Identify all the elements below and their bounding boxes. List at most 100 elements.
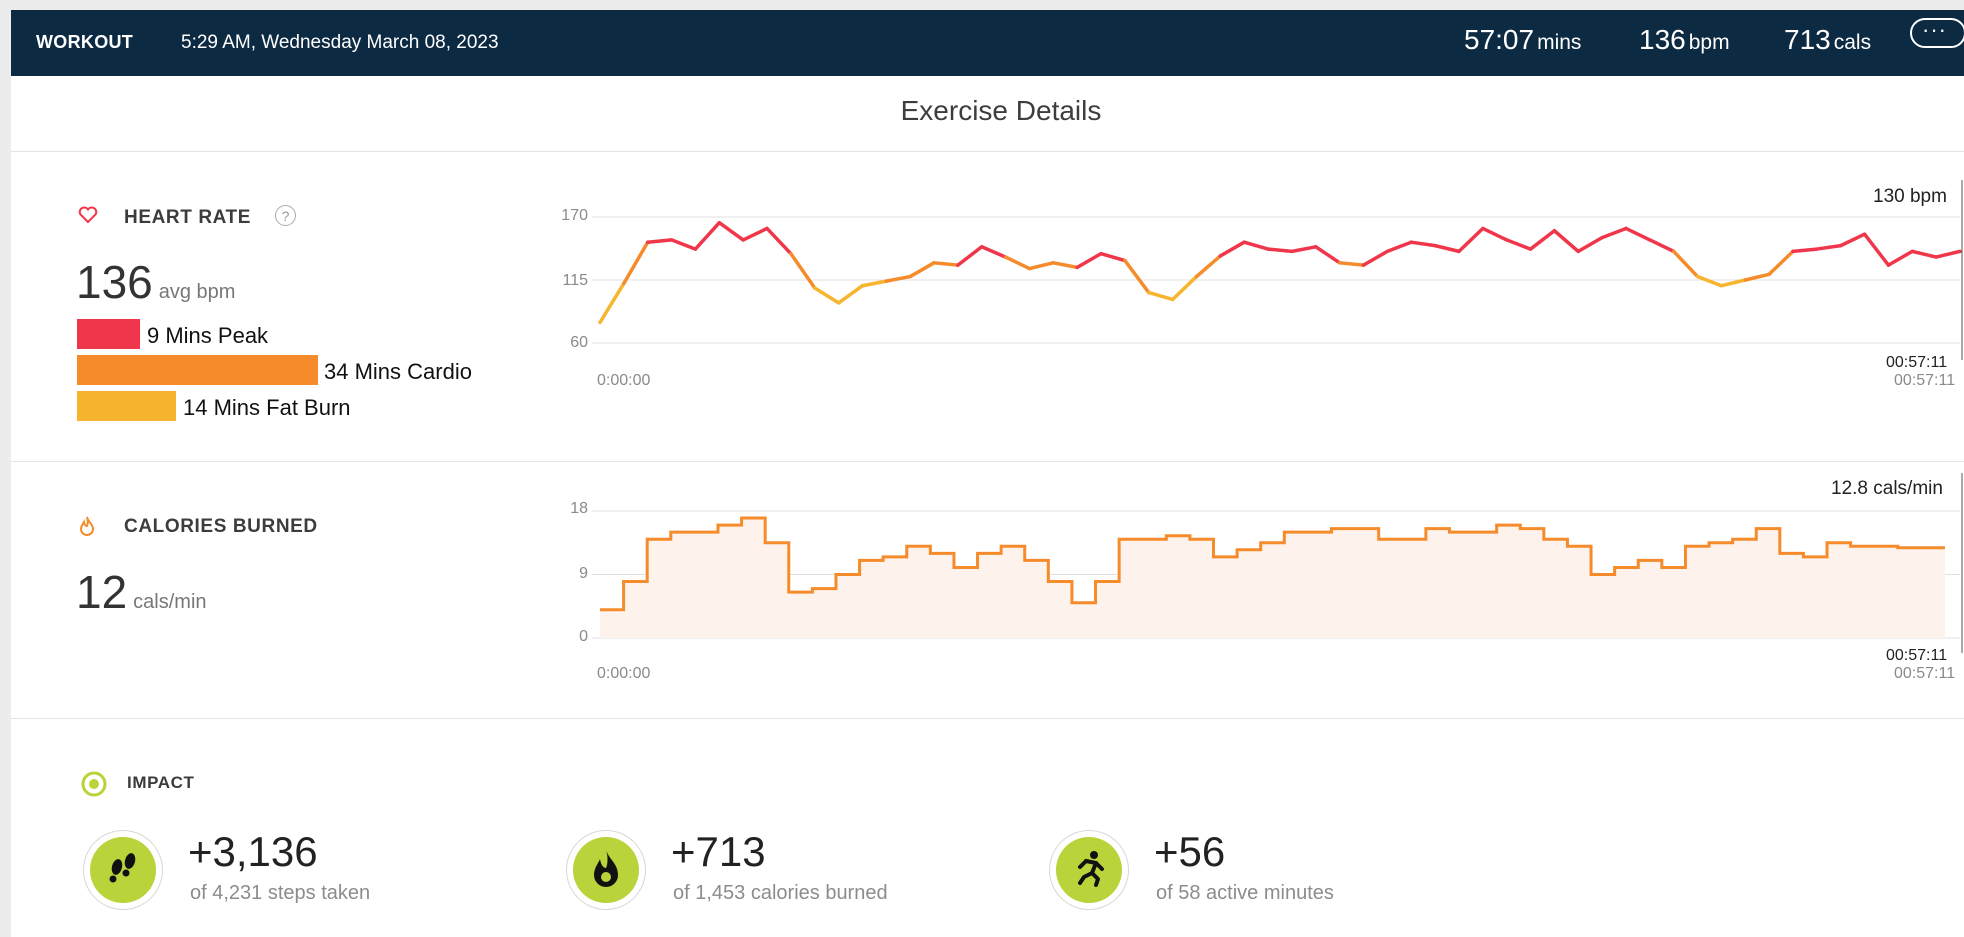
calories-value: 713 <box>1784 24 1831 55</box>
flame-icon <box>594 849 618 887</box>
calories-current-label: 12.8 cals/min <box>1831 478 1943 499</box>
heart-icon <box>78 206 98 224</box>
hr-line-segment <box>836 283 865 305</box>
hr-line-segment <box>741 226 769 242</box>
hr-line-segment <box>1266 247 1294 254</box>
hr-line-segment <box>1051 261 1079 270</box>
hr-line-segment <box>1027 261 1056 271</box>
hr-line-segment <box>1457 226 1485 254</box>
hr-line-segment <box>1433 243 1461 254</box>
cal-end-time: 00:57:11 <box>1886 647 1948 664</box>
runner-icon <box>1078 851 1104 887</box>
steps-value: +3,136 <box>188 828 318 875</box>
hr-line-segment <box>1361 249 1390 267</box>
hr-line-segment <box>1409 240 1437 248</box>
fat-burn-zone-bar <box>77 391 176 421</box>
steps-badge <box>83 830 163 910</box>
calories-unit: cals <box>1833 31 1872 54</box>
hr-line-segment <box>908 261 936 279</box>
hr-tick-170: 170 <box>561 207 588 224</box>
cal-tick-9: 9 <box>579 565 588 582</box>
hr-line-segment <box>1385 240 1413 254</box>
heart-value: 136 <box>1639 24 1686 55</box>
calories-avg-unit: cals/min <box>133 591 207 613</box>
peak-zone-label: 9 Mins Peak <box>147 323 269 348</box>
hr-line-segment <box>1576 235 1604 254</box>
hr-line-segment <box>1934 249 1962 259</box>
target-icon <box>81 771 107 797</box>
hr-line-segment <box>1314 245 1342 265</box>
hr-line-segment <box>1481 226 1509 242</box>
more-options-button[interactable]: ··· <box>1910 18 1964 48</box>
cardio-zone-label: 34 Mins Cardio <box>324 359 472 384</box>
hr-line-segment <box>1695 274 1724 288</box>
workout-title: WORKOUT <box>36 32 134 52</box>
fat-burn-zone-label: 14 Mins Fat Burn <box>183 395 351 420</box>
hr-line-segment <box>669 238 698 251</box>
hr-line-segment <box>1242 240 1270 251</box>
divider <box>11 461 1964 462</box>
heart-rate-avg-unit: avg bpm <box>158 281 236 303</box>
hr-line-segment <box>1743 272 1771 282</box>
cal-tick-0: 0 <box>579 628 588 645</box>
cal-end-time-secondary: 00:57:11 <box>1894 665 1956 682</box>
heart-rate-label: HEART RATE <box>124 207 252 228</box>
hr-end-time: 00:57:11 <box>1886 354 1948 371</box>
hr-line-segment <box>980 245 1008 259</box>
hr-tick-60: 60 <box>570 334 588 351</box>
hr-line-segment <box>1671 249 1700 279</box>
calories-badge <box>566 830 646 910</box>
hr-line-segment <box>1600 226 1628 240</box>
divider <box>11 151 1964 152</box>
hr-line-segment <box>956 245 984 267</box>
hr-line-segment <box>1218 240 1246 258</box>
heart-unit: bpm <box>1688 31 1730 54</box>
calories-burned-label: CALORIES BURNED <box>124 516 318 537</box>
flame-icon <box>79 516 95 536</box>
hr-line-segment <box>1099 251 1127 263</box>
hr-line-segment <box>1648 238 1676 254</box>
active-minutes-badge <box>1049 830 1129 910</box>
heart-stat: 136 bpm <box>1639 24 1730 56</box>
hr-line-segment <box>717 220 745 242</box>
heart-rate-avg: 136 avg bpm <box>76 255 235 309</box>
hr-tick-115: 115 <box>562 272 588 289</box>
footsteps-icon <box>109 853 136 883</box>
hr-line-segment <box>860 279 889 288</box>
hr-line-segment <box>1003 255 1032 271</box>
hr-line-segment <box>1528 228 1557 251</box>
hr-line-segment <box>812 286 841 305</box>
hr-line-segment <box>1170 274 1199 302</box>
hr-line-segment <box>1123 258 1151 295</box>
cal-tick-18: 18 <box>570 500 588 517</box>
help-icon[interactable]: ? <box>275 205 296 226</box>
hr-line-segment <box>1910 249 1938 259</box>
calories-avg-value: 12 <box>76 566 128 618</box>
cal-area-fill <box>600 518 1945 638</box>
hr-line-segment <box>1194 254 1223 279</box>
calories-value: +713 <box>671 828 766 875</box>
hr-line-segment <box>1767 249 1795 277</box>
hr-line-segment <box>1838 232 1867 248</box>
hr-line-segment <box>1552 228 1580 254</box>
duration-unit: mins <box>1537 31 1582 54</box>
calories-stat: 713 cals <box>1784 24 1871 56</box>
hr-line-segment <box>1504 238 1533 251</box>
workout-header-bar: WORKOUT 5:29 AM, Wednesday March 08, 202… <box>11 10 1964 76</box>
cal-start-time: 0:00:00 <box>597 665 651 682</box>
hr-line-segment <box>645 238 674 244</box>
divider <box>11 718 1964 719</box>
hr-line-segment <box>1719 278 1748 288</box>
duration-value: 57:07 <box>1464 24 1535 55</box>
hr-line-segment <box>1075 251 1103 270</box>
peak-zone-bar <box>77 319 140 349</box>
hr-line-segment <box>884 274 912 283</box>
hr-line-segment <box>1815 243 1843 251</box>
hr-line-segment <box>693 220 722 251</box>
hr-line-segment <box>1791 247 1819 254</box>
calories-sub: of 1,453 calories burned <box>673 882 888 904</box>
heart-rate-avg-value: 136 <box>76 256 153 308</box>
exercise-panel <box>11 10 1964 937</box>
